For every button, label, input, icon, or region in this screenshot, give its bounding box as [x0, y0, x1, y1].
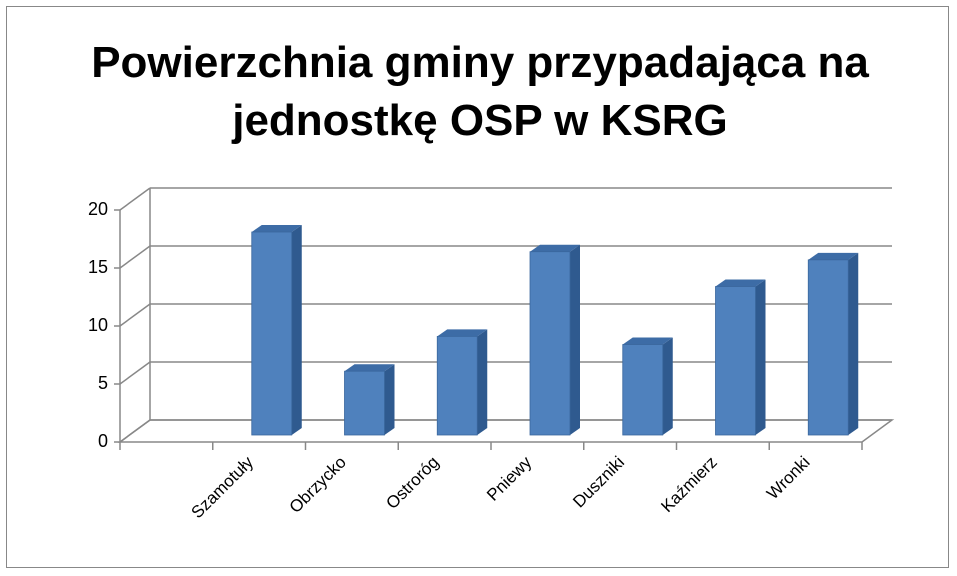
grid-line: [119, 187, 151, 211]
x-tick-label: Wronki: [763, 453, 814, 504]
grid-line: [119, 419, 151, 443]
chart-title: Powierzchnia gminy przypadająca na jedno…: [91, 38, 869, 145]
bar-top: [251, 225, 302, 232]
bar-top: [437, 329, 488, 337]
bar: [344, 370, 385, 436]
x-tick-label: Szamotuły: [188, 452, 258, 522]
floor: [117, 419, 895, 443]
bar: [529, 251, 571, 436]
bar-side: [755, 279, 766, 435]
bar-top: [715, 279, 766, 287]
bar-top: [530, 244, 580, 252]
x-tick-label: Pniewy: [483, 452, 536, 505]
grid-line: [119, 245, 151, 269]
bar-top: [344, 364, 395, 372]
bar: [251, 231, 293, 436]
y-tick-label: 0: [98, 431, 108, 451]
bar-side: [477, 329, 488, 435]
y-tick-label: 20: [88, 199, 108, 219]
y-tick-label: 10: [88, 315, 108, 335]
x-tick-label: Ostroróg: [382, 453, 442, 513]
bar-side: [384, 364, 395, 435]
bar-side: [570, 244, 580, 435]
y-tick-label: 15: [88, 257, 108, 277]
y-tick-label: 5: [98, 373, 108, 393]
bar: [436, 335, 478, 436]
chart-frame: [6, 6, 949, 568]
x-tick-label: Obrzycko: [286, 453, 350, 517]
bar: [622, 344, 664, 436]
bar-side: [848, 252, 859, 435]
bar: [715, 286, 756, 436]
x-tick-label: Kaźmierz: [657, 453, 721, 517]
bar-top: [808, 252, 859, 260]
bar-top: [622, 337, 673, 345]
x-tick-label: Duszniki: [569, 453, 628, 512]
grid-line: [119, 303, 151, 327]
bar: [807, 259, 849, 436]
bar-side: [291, 225, 302, 435]
bar-side: [662, 337, 673, 435]
grid-line: [119, 361, 151, 385]
